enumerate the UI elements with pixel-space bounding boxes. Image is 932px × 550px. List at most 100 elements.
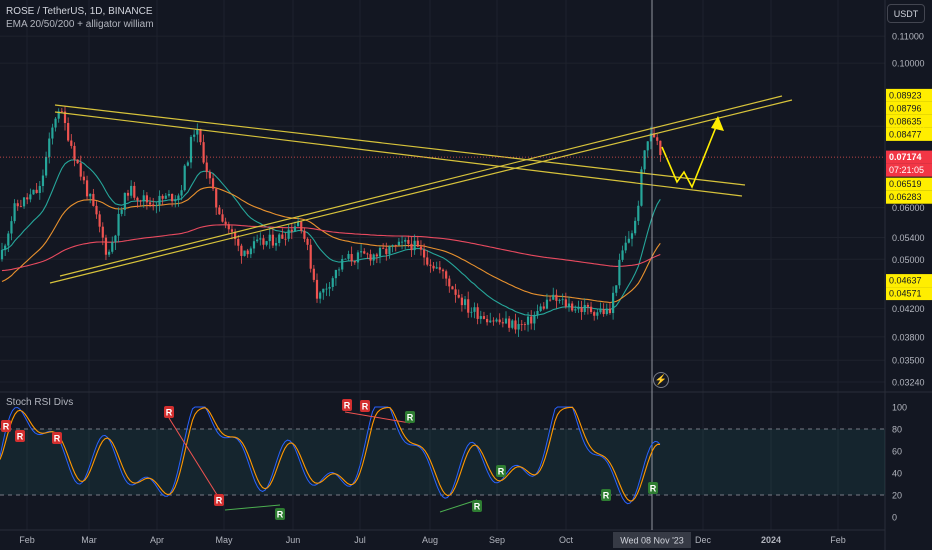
bull-div-marker <box>472 500 482 512</box>
candle-body <box>306 238 309 245</box>
candle-body <box>438 267 441 270</box>
bear-div-label: R <box>54 434 61 444</box>
candle-body <box>79 163 82 177</box>
price-tag-label: 0.04637 <box>889 276 922 286</box>
candle-body <box>152 204 155 207</box>
candle-body <box>145 195 148 203</box>
candle-body <box>126 192 130 196</box>
currency-button[interactable]: USDT <box>887 4 925 23</box>
price-tag-label: 0.08923 <box>889 90 922 100</box>
candle-body <box>369 254 372 261</box>
candle-body <box>54 118 57 128</box>
trendlines[interactable] <box>0 0 885 530</box>
candle-body <box>397 241 400 246</box>
candle-body <box>542 306 545 309</box>
stoch-band <box>0 428 885 496</box>
candle-body <box>567 303 571 307</box>
price-tag <box>886 150 932 164</box>
trendline <box>54 111 743 197</box>
ema-50-line <box>1 186 661 304</box>
candle-body <box>593 312 596 316</box>
candle-body <box>101 226 104 238</box>
candle-body <box>303 230 306 239</box>
bull-div-marker <box>496 465 506 477</box>
candle-body <box>287 229 290 239</box>
candle-body <box>328 286 331 289</box>
candle-body <box>16 203 19 207</box>
price-tag-label: 0.07174 <box>889 152 922 162</box>
price-tick-label: 0.05400 <box>892 233 925 243</box>
candle-body <box>432 265 435 269</box>
candle-body <box>183 165 186 191</box>
candle-body <box>293 226 297 232</box>
bear-div-marker <box>214 494 224 506</box>
candle-body <box>413 240 416 251</box>
stoch-tick-label: 60 <box>892 447 902 457</box>
bear-div-line <box>168 417 220 499</box>
candle-body <box>435 267 438 269</box>
candle-body <box>19 206 22 208</box>
candle-body <box>536 310 539 315</box>
candle-body <box>643 150 646 170</box>
candle-body <box>161 195 164 199</box>
candle-body <box>426 257 429 265</box>
candle-body <box>268 234 271 242</box>
candle-body <box>227 224 230 230</box>
candle-body <box>10 221 13 234</box>
candle-body <box>211 178 215 189</box>
candle-body <box>193 134 196 137</box>
candle-body <box>48 138 51 157</box>
candle-body <box>646 141 649 151</box>
candle-body <box>92 193 95 206</box>
candle-body <box>215 188 218 208</box>
candle-body <box>656 137 659 141</box>
candle-body <box>70 140 73 146</box>
candle-body <box>410 243 413 251</box>
candle-body <box>360 251 363 253</box>
candle-body <box>243 250 246 256</box>
candle-body <box>608 308 612 314</box>
candle-body <box>26 197 29 200</box>
stoch-tick-label: 0 <box>892 513 897 523</box>
candle-body <box>221 214 224 222</box>
candle-body <box>249 248 252 255</box>
candle-body <box>67 122 70 141</box>
stoch-tick-label: 20 <box>892 491 902 501</box>
candle-body <box>423 249 426 258</box>
candle-body <box>177 195 180 200</box>
crosshair-date-label: Wed 08 Nov '23 <box>620 536 684 546</box>
bear-div-label: R <box>362 402 369 412</box>
candle-body <box>98 214 101 227</box>
candle-body <box>476 307 479 319</box>
candle-body <box>637 205 640 221</box>
candle-body <box>89 193 92 197</box>
candle-body <box>356 252 360 263</box>
candle-body <box>388 246 391 255</box>
candle-body <box>265 241 268 245</box>
candle-body <box>256 239 259 242</box>
lightning-icon[interactable]: ⚡ <box>653 372 669 388</box>
price-tag <box>886 190 932 204</box>
candle-body <box>454 289 457 295</box>
price-tag <box>886 101 932 115</box>
candle-body <box>224 221 227 225</box>
candle-body <box>142 195 145 202</box>
price-tick-label: 0.11000 <box>892 32 924 42</box>
candle-body <box>555 294 558 301</box>
candle-body <box>486 318 489 323</box>
bull-div-label: R <box>650 484 657 494</box>
candle-body <box>13 203 16 222</box>
bull-div-label: R <box>277 510 284 520</box>
candle-body <box>533 314 536 324</box>
candle-body <box>136 197 139 201</box>
candle-body <box>523 324 526 325</box>
candle-body <box>164 195 167 199</box>
candle-body <box>583 304 586 313</box>
time-tick-label: Sep <box>489 535 505 545</box>
stoch-band-fill <box>0 429 885 495</box>
candle-body <box>4 245 7 250</box>
candle-body <box>627 238 630 243</box>
candle-body <box>580 307 583 313</box>
candle-body <box>29 194 32 200</box>
